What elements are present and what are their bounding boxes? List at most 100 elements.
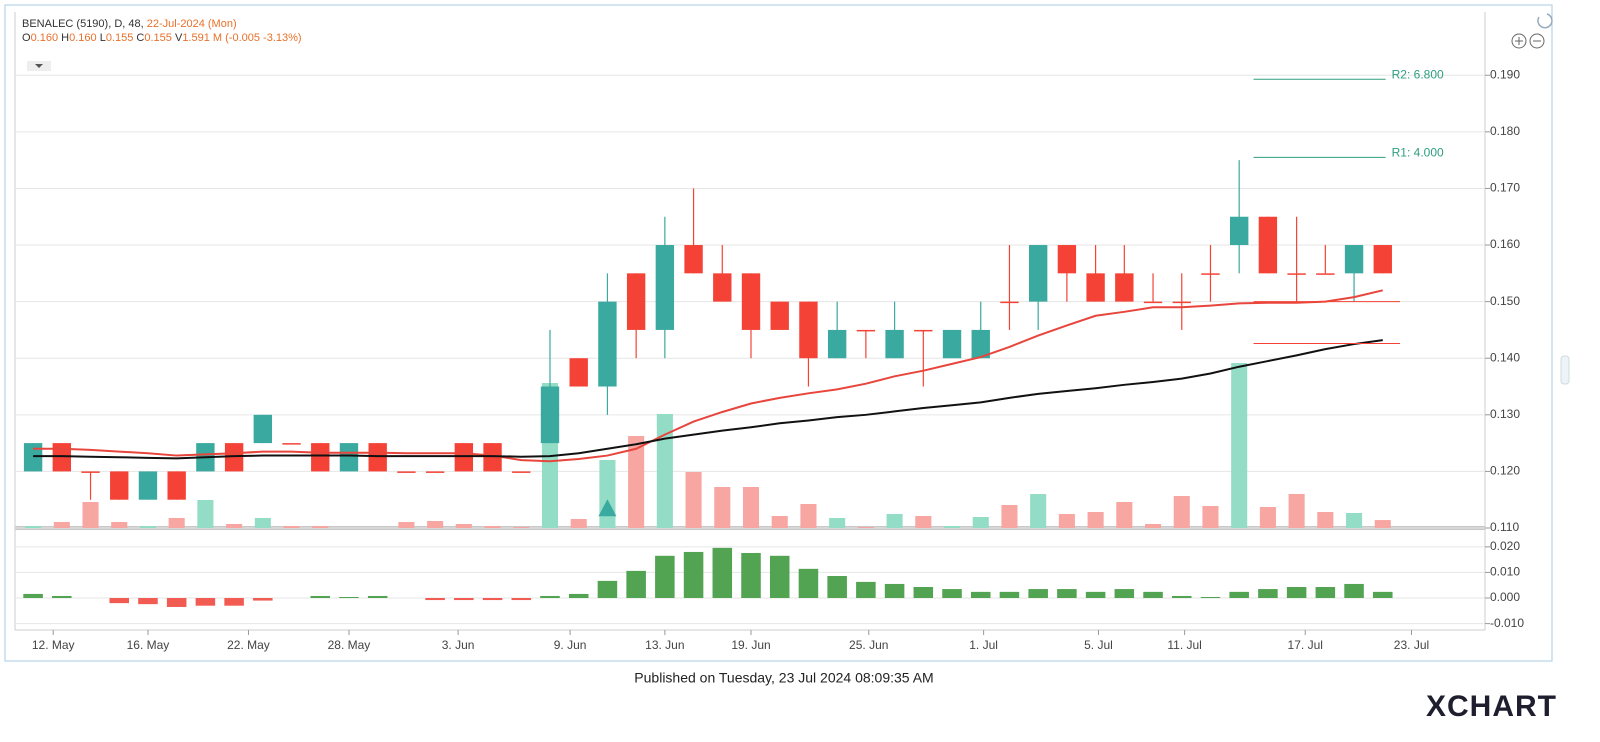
header-line-2: O0.160 H0.160 L0.155 C0.155 V1.591 M (-0… bbox=[22, 32, 302, 44]
resistance-label: R1: 4.000 bbox=[1392, 145, 1444, 159]
volume-bar bbox=[1001, 505, 1018, 528]
collapse-arrow bbox=[35, 64, 43, 68]
candle-body bbox=[799, 301, 818, 359]
candle-body bbox=[1201, 273, 1220, 275]
volume-bar bbox=[427, 521, 444, 528]
candle-body bbox=[52, 443, 71, 472]
ohlcv-key: V bbox=[175, 32, 183, 44]
y-tick-label: 0.160 bbox=[1490, 237, 1520, 251]
candle-body bbox=[1143, 301, 1163, 304]
macd-bar bbox=[1171, 595, 1192, 599]
ohlcv-key: H bbox=[61, 32, 69, 44]
toolbar bbox=[1511, 13, 1570, 385]
macd-bar bbox=[23, 593, 43, 599]
volume-bar bbox=[599, 460, 616, 528]
volume-bar bbox=[714, 487, 731, 528]
ohlcv-key: C bbox=[136, 32, 144, 44]
volume-bar bbox=[254, 518, 271, 528]
candle-body bbox=[741, 273, 761, 330]
ohlcv-key: L bbox=[100, 32, 106, 44]
y2-tick-label: 0.010 bbox=[1490, 565, 1520, 579]
x-tick-label: 5. Jul bbox=[1084, 638, 1113, 652]
candle-body bbox=[397, 471, 416, 473]
macd-bar bbox=[1373, 591, 1393, 599]
macd-bar bbox=[1315, 587, 1336, 599]
candle-body bbox=[1000, 301, 1019, 304]
volume-bar bbox=[742, 487, 760, 528]
macd-bar bbox=[942, 589, 962, 599]
candle-body bbox=[1115, 273, 1134, 302]
refresh-icon[interactable] bbox=[1537, 13, 1553, 29]
y-tick-label: 0.110 bbox=[1490, 520, 1519, 534]
macd-bar bbox=[1143, 591, 1163, 599]
macd-bar bbox=[1229, 591, 1249, 599]
candle-body bbox=[626, 273, 646, 330]
macd-bar bbox=[367, 595, 388, 599]
macd-bar bbox=[109, 598, 130, 604]
macd-bar bbox=[425, 598, 445, 601]
macd-bar bbox=[712, 547, 733, 599]
x-tick-label: 28. May bbox=[328, 638, 371, 652]
volume-bar bbox=[513, 527, 530, 528]
candle-body bbox=[1172, 301, 1191, 304]
volume-bar bbox=[943, 526, 961, 528]
x-tick-label: 16. May bbox=[127, 638, 170, 652]
candle-body bbox=[339, 443, 359, 472]
candle-body bbox=[827, 329, 847, 359]
volume-bar bbox=[111, 522, 128, 528]
candle-body bbox=[167, 471, 186, 500]
y-tick-label: 0.180 bbox=[1490, 124, 1520, 138]
candle-body bbox=[224, 443, 244, 472]
candle-body bbox=[1316, 273, 1335, 275]
y-tick-label: 0.140 bbox=[1490, 350, 1520, 364]
ohlcv-value: 0.155 bbox=[106, 32, 134, 44]
ohlcv-key: O bbox=[22, 32, 31, 44]
volume-bar bbox=[886, 514, 903, 528]
candle-body bbox=[23, 443, 43, 472]
macd-bar bbox=[970, 591, 991, 599]
y2-tick-label: 0.020 bbox=[1490, 539, 1520, 553]
macd-bar bbox=[856, 581, 876, 599]
candle-body bbox=[1258, 216, 1278, 274]
volume-bar bbox=[1202, 506, 1219, 528]
candle-body bbox=[282, 443, 301, 445]
ohlcv-value: 0.160 bbox=[69, 32, 97, 44]
volume-bar bbox=[1116, 502, 1133, 528]
candle-body bbox=[368, 443, 387, 472]
macd-bar bbox=[224, 598, 244, 606]
macd-bar bbox=[339, 596, 359, 599]
x-tick-label: 1. Jul bbox=[969, 638, 998, 652]
volume-bar bbox=[800, 504, 817, 528]
side-handle[interactable] bbox=[1560, 355, 1570, 385]
volume-bar bbox=[685, 472, 702, 528]
zoom-out[interactable] bbox=[1529, 33, 1545, 49]
date: 22-Jul-2024 (Mon) bbox=[147, 18, 237, 30]
candle-body bbox=[856, 329, 876, 332]
symbol: BENALEC (5190), D, 48, bbox=[22, 18, 144, 30]
zoom-in-plus bbox=[1515, 37, 1523, 45]
candle-body bbox=[914, 329, 933, 332]
macd-bar bbox=[827, 576, 847, 599]
x-tick-label: 17. Jul bbox=[1288, 638, 1323, 652]
volume-bar bbox=[139, 526, 156, 528]
logo: XCHART bbox=[1426, 690, 1557, 723]
candle-body bbox=[1028, 245, 1048, 302]
candle-body bbox=[425, 471, 445, 473]
y-tick-label: 0.130 bbox=[1490, 407, 1520, 421]
macd-bar bbox=[540, 595, 560, 599]
macd-bar bbox=[741, 552, 761, 599]
candle-body bbox=[655, 245, 675, 330]
macd-bar bbox=[454, 598, 474, 601]
candle-body bbox=[110, 471, 129, 500]
y-tick-label: 0.120 bbox=[1490, 464, 1520, 478]
x-tick-label: 3. Jun bbox=[442, 638, 475, 652]
macd-bar bbox=[769, 555, 790, 599]
x-tick-label: 19. Jun bbox=[731, 638, 770, 652]
zoom-in[interactable] bbox=[1511, 33, 1527, 49]
moving-average bbox=[33, 289, 1384, 463]
ohlcv-value: 0.160 bbox=[31, 32, 59, 44]
y-tick-label: 0.190 bbox=[1490, 67, 1520, 81]
volume-bar bbox=[25, 526, 42, 528]
macd-bar bbox=[1200, 596, 1221, 599]
